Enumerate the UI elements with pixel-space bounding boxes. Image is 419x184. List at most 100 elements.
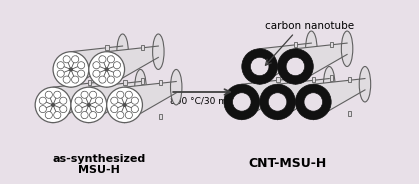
Circle shape (114, 70, 121, 77)
Circle shape (117, 91, 124, 98)
Bar (106, 45, 109, 50)
Circle shape (111, 97, 118, 104)
Circle shape (233, 93, 251, 111)
Circle shape (75, 97, 82, 104)
Bar (330, 75, 333, 81)
Circle shape (125, 91, 132, 98)
Text: carbon nanotube: carbon nanotube (265, 21, 354, 31)
Circle shape (295, 84, 331, 120)
Circle shape (242, 49, 277, 84)
Bar (312, 77, 316, 82)
Circle shape (104, 67, 109, 72)
Polygon shape (53, 82, 105, 123)
Circle shape (131, 97, 138, 104)
Bar (312, 111, 316, 116)
Circle shape (107, 87, 142, 123)
Circle shape (260, 84, 295, 120)
Circle shape (51, 103, 55, 107)
Circle shape (39, 97, 47, 104)
Bar (141, 78, 145, 84)
Circle shape (93, 70, 100, 77)
Polygon shape (295, 43, 347, 84)
Circle shape (251, 57, 269, 76)
Circle shape (54, 91, 61, 98)
Circle shape (78, 70, 85, 77)
Ellipse shape (305, 31, 317, 66)
Circle shape (125, 112, 132, 119)
Circle shape (72, 56, 79, 63)
Ellipse shape (99, 69, 111, 105)
Bar (88, 114, 91, 119)
Polygon shape (277, 79, 329, 120)
Text: CNT-MSU-H: CNT-MSU-H (248, 157, 326, 170)
Ellipse shape (135, 69, 146, 105)
Ellipse shape (171, 69, 182, 105)
Bar (294, 42, 297, 47)
Circle shape (111, 106, 118, 113)
Polygon shape (242, 79, 293, 120)
Ellipse shape (341, 31, 353, 66)
Circle shape (53, 52, 89, 87)
Text: MSU-H: MSU-H (78, 165, 120, 175)
Bar (277, 111, 279, 116)
Circle shape (39, 106, 47, 113)
Polygon shape (124, 82, 176, 123)
Bar (106, 78, 109, 84)
Circle shape (69, 67, 73, 72)
Ellipse shape (359, 66, 371, 102)
Ellipse shape (288, 66, 299, 102)
Bar (159, 80, 162, 85)
Circle shape (96, 106, 103, 113)
Bar (123, 80, 127, 85)
Ellipse shape (117, 34, 128, 69)
Circle shape (60, 106, 67, 113)
Circle shape (75, 106, 82, 113)
Circle shape (268, 93, 287, 111)
Ellipse shape (153, 34, 164, 69)
Circle shape (60, 97, 67, 104)
Circle shape (54, 112, 61, 119)
Circle shape (114, 62, 121, 69)
Text: 800 °C/30 min: 800 °C/30 min (170, 97, 235, 106)
Circle shape (57, 62, 64, 69)
Circle shape (286, 57, 305, 76)
Circle shape (107, 76, 114, 83)
Circle shape (131, 106, 138, 113)
Circle shape (89, 52, 124, 87)
Circle shape (87, 103, 91, 107)
Circle shape (57, 70, 64, 77)
Circle shape (224, 84, 260, 120)
Circle shape (93, 62, 100, 69)
Bar (277, 77, 279, 82)
Circle shape (304, 93, 323, 111)
Bar (159, 114, 162, 119)
Circle shape (63, 76, 70, 83)
Ellipse shape (323, 66, 335, 102)
Circle shape (90, 91, 97, 98)
Circle shape (99, 76, 106, 83)
Circle shape (63, 56, 70, 63)
Text: as-synthesized: as-synthesized (52, 154, 145, 164)
Circle shape (122, 103, 127, 107)
Circle shape (45, 91, 52, 98)
Circle shape (99, 56, 106, 63)
Circle shape (78, 62, 85, 69)
Bar (88, 80, 91, 85)
Circle shape (71, 87, 107, 123)
Circle shape (107, 56, 114, 63)
Circle shape (35, 87, 71, 123)
Polygon shape (107, 46, 158, 87)
Bar (348, 111, 351, 116)
Circle shape (81, 91, 88, 98)
Bar (141, 45, 145, 50)
Circle shape (96, 97, 103, 104)
Circle shape (90, 112, 97, 119)
Polygon shape (89, 82, 140, 123)
Bar (123, 114, 127, 119)
Bar (330, 42, 333, 47)
Polygon shape (260, 43, 311, 84)
Circle shape (72, 76, 79, 83)
Bar (294, 75, 297, 81)
Polygon shape (313, 79, 365, 120)
Circle shape (45, 112, 52, 119)
